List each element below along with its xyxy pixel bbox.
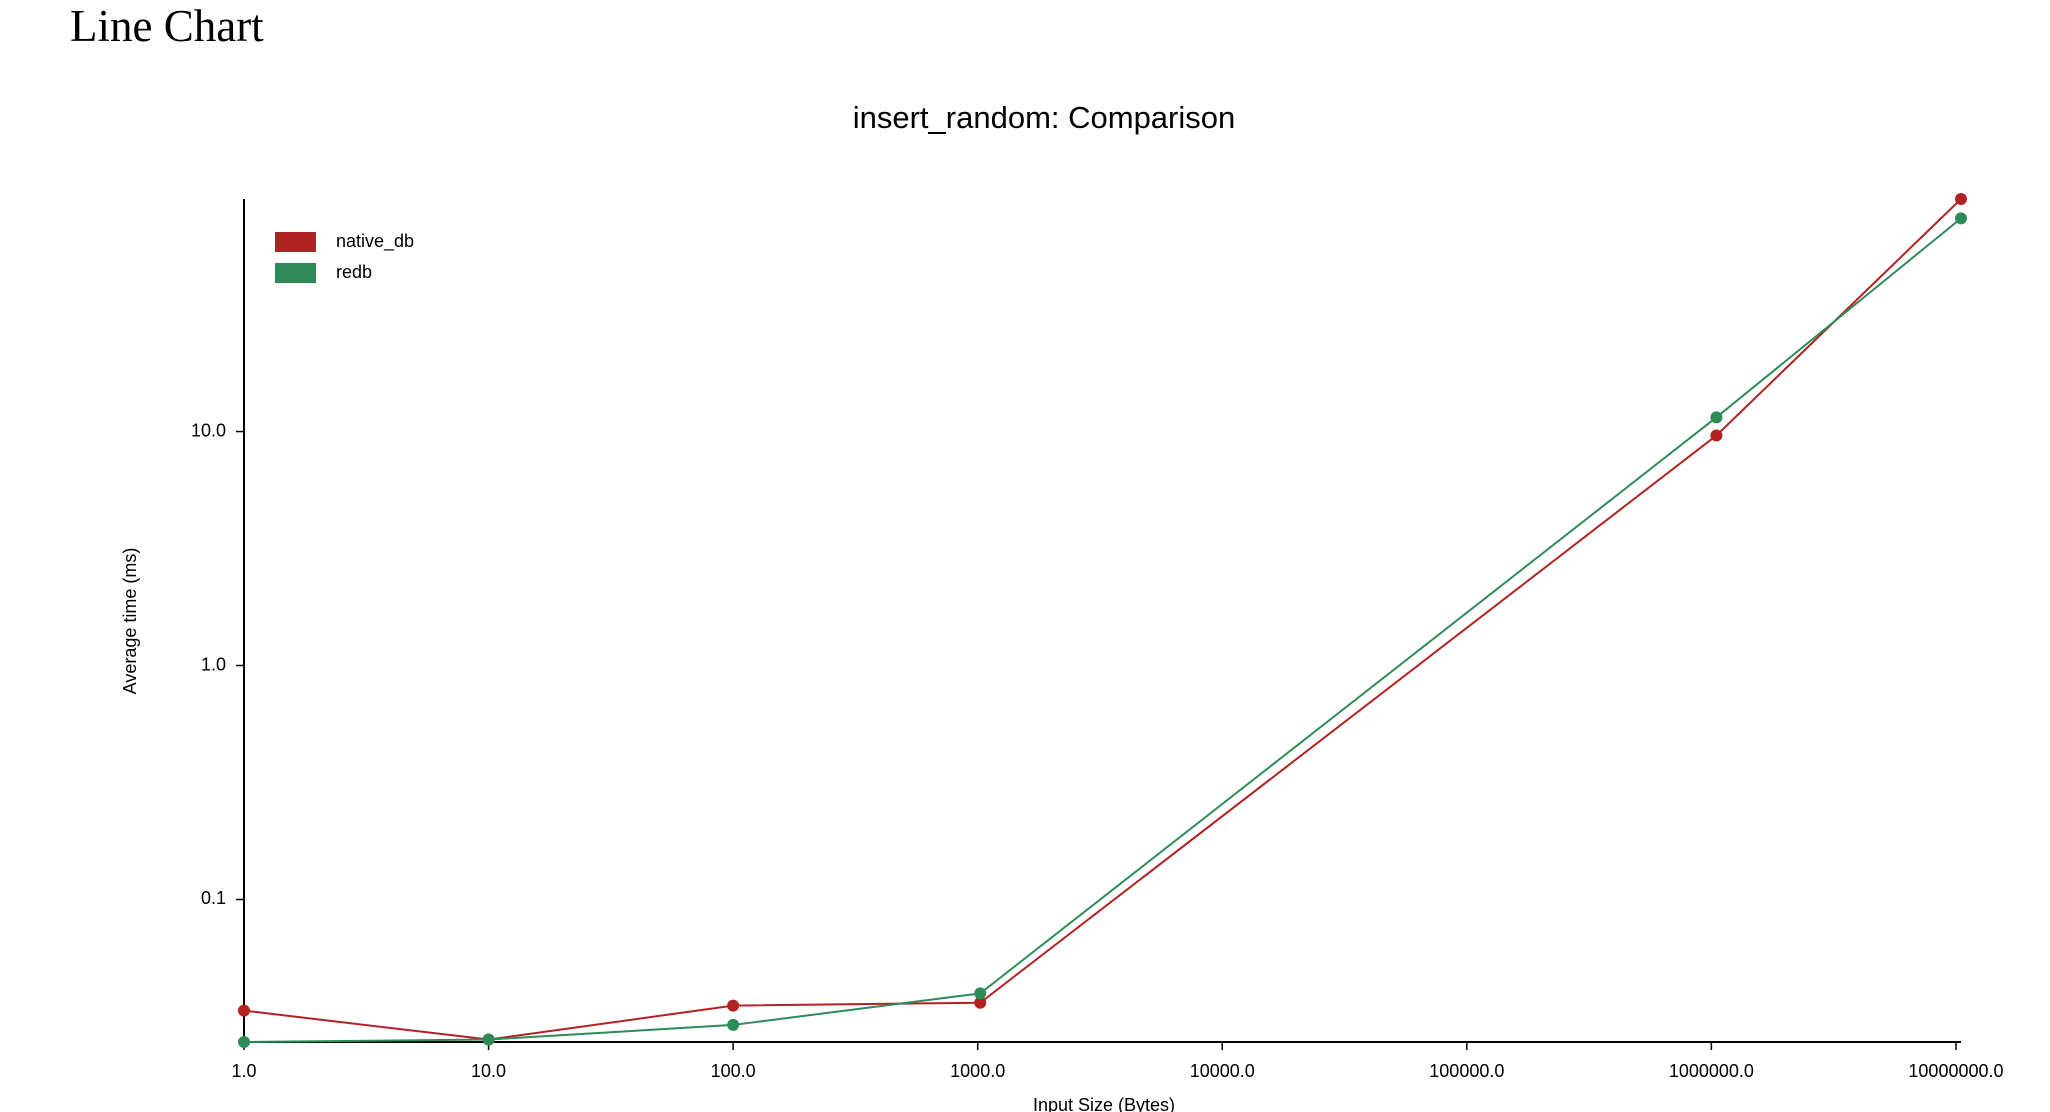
data-point: [727, 1018, 740, 1031]
data-point: [1710, 411, 1723, 424]
y-tick-label: 10.0: [191, 420, 226, 440]
legend-label: native_db: [336, 231, 414, 252]
data-point: [1955, 193, 1967, 205]
x-tick-label: 1000.0: [950, 1061, 1005, 1081]
x-tick-label: 10000000.0: [1908, 1061, 2003, 1081]
x-tick-label: 100.0: [711, 1061, 756, 1081]
legend-label: redb: [336, 262, 372, 282]
x-tick-label: 10000.0: [1190, 1061, 1255, 1081]
x-axis-label: Input Size (Bytes): [1033, 1095, 1175, 1112]
data-point: [974, 996, 987, 1009]
data-point: [482, 1033, 495, 1046]
data-point: [974, 987, 987, 1000]
series-line: [243, 198, 1962, 1041]
x-tick-label: 1.0: [231, 1061, 256, 1081]
legend-swatch: [275, 263, 316, 283]
legend-swatch: [275, 232, 316, 252]
y-axis-label: Average time (ms): [120, 548, 140, 695]
chart-title: insert_random: Comparison: [853, 100, 1236, 135]
data-point: [727, 999, 740, 1012]
x-tick-label: 10.0: [471, 1061, 506, 1081]
page-title: Line Chart: [70, 1, 264, 51]
y-tick-label: 1.0: [201, 654, 226, 674]
x-tick-label: 1000000.0: [1669, 1061, 1754, 1081]
data-point: [238, 1036, 250, 1048]
data-point: [1955, 212, 1967, 225]
data-point: [238, 1004, 250, 1017]
series-line: [243, 217, 1962, 1043]
x-tick-label: 100000.0: [1429, 1061, 1504, 1081]
data-point: [1710, 429, 1723, 442]
y-tick-label: 0.1: [201, 888, 226, 908]
